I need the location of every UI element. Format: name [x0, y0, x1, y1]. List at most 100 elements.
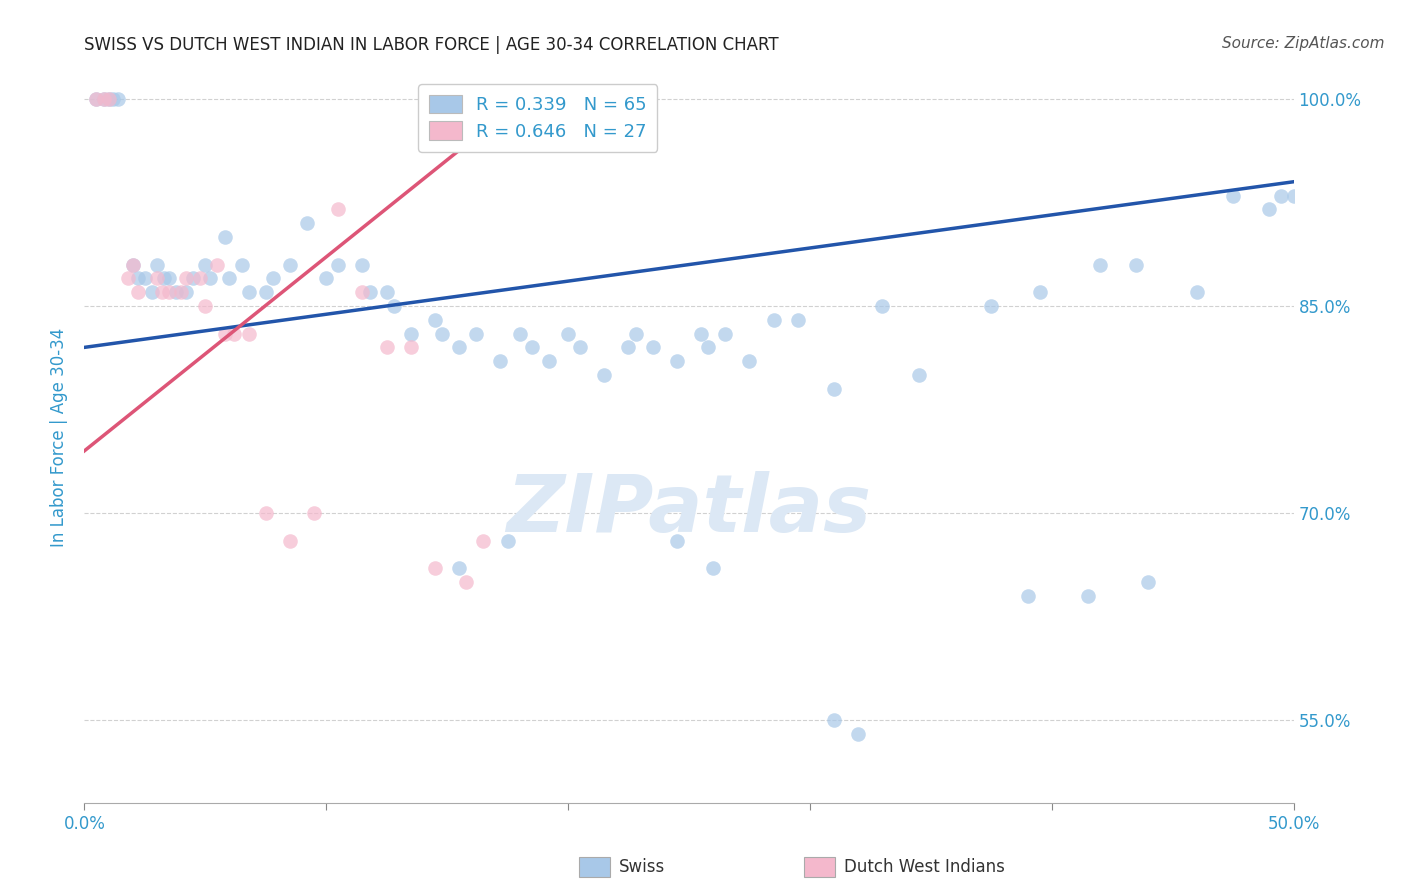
Point — [557, 326, 579, 341]
Text: Source: ZipAtlas.com: Source: ZipAtlas.com — [1222, 36, 1385, 51]
Point — [399, 340, 422, 354]
Point — [174, 285, 197, 300]
Point — [697, 340, 720, 354]
Point — [489, 354, 512, 368]
Point — [432, 326, 454, 341]
Text: ZIPatlas: ZIPatlas — [506, 471, 872, 549]
Point — [762, 312, 785, 326]
Point — [157, 285, 180, 300]
Point — [359, 285, 381, 300]
Point — [593, 368, 616, 382]
Point — [520, 340, 543, 354]
Point — [141, 285, 163, 300]
Point — [907, 368, 929, 382]
Text: Swiss: Swiss — [619, 858, 665, 876]
Point — [150, 285, 173, 300]
Point — [93, 92, 115, 106]
Point — [181, 271, 204, 285]
Point — [1088, 258, 1111, 272]
Point — [665, 354, 688, 368]
Text: Dutch West Indians: Dutch West Indians — [844, 858, 1004, 876]
Point — [121, 258, 143, 272]
Point — [86, 92, 108, 106]
Point — [1137, 574, 1160, 589]
Point — [214, 326, 236, 341]
Point — [465, 326, 488, 341]
Point — [254, 285, 277, 300]
Point — [117, 271, 139, 285]
Point — [714, 326, 737, 341]
Point — [872, 299, 894, 313]
Point — [97, 92, 120, 106]
Point — [214, 230, 236, 244]
Point — [1017, 589, 1039, 603]
Point — [127, 285, 149, 300]
Text: SWISS VS DUTCH WEST INDIAN IN LABOR FORCE | AGE 30-34 CORRELATION CHART: SWISS VS DUTCH WEST INDIAN IN LABOR FORC… — [84, 36, 779, 54]
Point — [352, 285, 374, 300]
Point — [537, 354, 560, 368]
Point — [382, 299, 405, 313]
Point — [456, 574, 478, 589]
Point — [194, 258, 217, 272]
Point — [238, 326, 260, 341]
Point — [238, 285, 260, 300]
Point — [375, 340, 398, 354]
Point — [617, 340, 640, 354]
Point — [190, 271, 212, 285]
Point — [509, 326, 531, 341]
Point — [194, 299, 217, 313]
Point — [423, 312, 446, 326]
Point — [823, 713, 845, 727]
Point — [295, 216, 318, 230]
Point — [107, 92, 129, 106]
Point — [1282, 188, 1305, 202]
Point — [624, 326, 647, 341]
Point — [823, 382, 845, 396]
Point — [86, 92, 108, 106]
Point — [980, 299, 1002, 313]
Point — [641, 340, 664, 354]
Point — [146, 271, 169, 285]
Point — [103, 92, 125, 106]
Point — [198, 271, 221, 285]
Point — [449, 340, 471, 354]
Point — [702, 561, 724, 575]
Point — [262, 271, 284, 285]
Point — [146, 258, 169, 272]
Point — [157, 271, 180, 285]
Legend: R = 0.339   N = 65, R = 0.646   N = 27: R = 0.339 N = 65, R = 0.646 N = 27 — [418, 84, 658, 152]
Point — [375, 285, 398, 300]
Point — [423, 561, 446, 575]
Point — [278, 258, 301, 272]
Point — [665, 533, 688, 548]
Point — [165, 285, 187, 300]
Point — [1258, 202, 1281, 217]
Point — [93, 92, 115, 106]
Point — [121, 258, 143, 272]
Point — [1185, 285, 1208, 300]
Point — [278, 533, 301, 548]
Point — [399, 326, 422, 341]
Point — [153, 271, 176, 285]
Point — [231, 258, 253, 272]
Point — [224, 326, 246, 341]
Point — [97, 92, 120, 106]
Point — [218, 271, 240, 285]
Point — [352, 258, 374, 272]
Point — [1222, 188, 1244, 202]
Point — [1077, 589, 1099, 603]
Point — [738, 354, 761, 368]
Point — [1270, 188, 1292, 202]
Point — [302, 506, 325, 520]
Point — [174, 271, 197, 285]
Point — [496, 533, 519, 548]
Point — [786, 312, 808, 326]
Point — [569, 340, 592, 354]
Point — [472, 533, 495, 548]
Point — [315, 271, 337, 285]
Point — [207, 258, 229, 272]
Point — [127, 271, 149, 285]
Point — [170, 285, 193, 300]
Point — [328, 202, 350, 217]
Point — [254, 506, 277, 520]
